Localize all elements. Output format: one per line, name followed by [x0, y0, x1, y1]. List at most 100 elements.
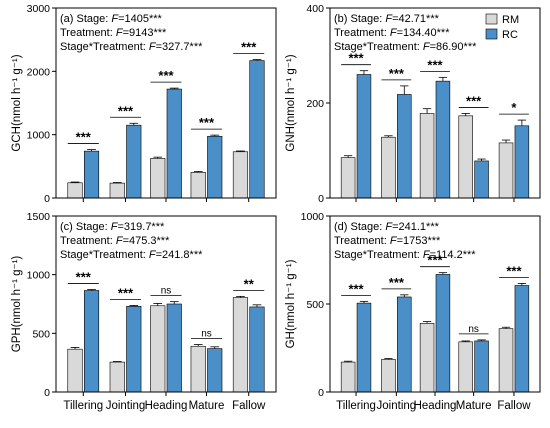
- bar-RC-fallow: [249, 306, 265, 393]
- y-axis-label: GNH(nmol h⁻¹ g⁻¹): [285, 54, 297, 151]
- y-tick-label: 0: [44, 387, 50, 399]
- sig-label-tillering: ***: [76, 130, 92, 145]
- sig-label-fallow: *: [511, 100, 517, 115]
- bar-RC-jointing: [126, 124, 142, 199]
- bar-RC-mature: [207, 135, 223, 199]
- legend-swatch-RM: [485, 13, 498, 25]
- bar-RC-tillering: [83, 290, 100, 393]
- y-axis-label: GPH(nmol h⁻¹ g⁻¹): [11, 256, 23, 353]
- y-tick-label: 1000: [301, 211, 325, 223]
- bar-RC-heading: [435, 80, 451, 199]
- bar-RC-jointing: [126, 306, 142, 393]
- sig-label-fallow: **: [244, 276, 255, 291]
- bar-RM-mature: [190, 172, 206, 199]
- bar-RC-jointing: [397, 94, 412, 199]
- stats-line-2: Treatment: F=475.3***: [60, 235, 170, 247]
- y-tick-label: 2000: [27, 66, 51, 78]
- x-tick-label-fallow: Fallow: [497, 400, 531, 412]
- sig-label-heading: ***: [427, 253, 443, 268]
- x-tick-label-heading: Heading: [414, 400, 457, 412]
- stats-line-3: Stage*Treatment: F=327.7***: [60, 41, 203, 53]
- bar-RC-fallow: [249, 60, 265, 199]
- sig-label-mature: ***: [466, 93, 482, 108]
- legend: RM RC: [485, 13, 519, 41]
- panel-d: *** *** *** ns *** 0 500 1000 Tillering JointingH…: [285, 211, 541, 412]
- x-tick-label-jointing: Jointing: [377, 400, 417, 412]
- stats-line-3: Stage*Treatment: F=86.90***: [334, 41, 477, 53]
- sig-label-tillering: ***: [348, 281, 364, 296]
- bar-RM-tillering: [67, 348, 83, 393]
- sig-label-fallow: ***: [506, 263, 522, 278]
- y-tick-label: 200: [306, 98, 324, 110]
- y-tick-label: 3000: [27, 3, 51, 15]
- sig-label-tillering: ***: [76, 270, 92, 285]
- stats-line-1: (a) Stage: F=1405***: [60, 13, 163, 25]
- bar-RM-tillering: [67, 182, 83, 199]
- y-tick-label: 1500: [27, 211, 51, 223]
- sig-label-mature: ***: [199, 115, 215, 130]
- legend-swatch-RC: [485, 28, 498, 40]
- bar-RM-mature: [458, 341, 473, 393]
- bar-RC-heading: [166, 303, 182, 393]
- y-axis-label: GH(nmol h⁻¹ g⁻¹): [285, 259, 297, 348]
- stats-line-2: Treatment: F=1753***: [334, 235, 441, 247]
- bar-RC-mature: [207, 348, 223, 393]
- bar-RM-heading: [419, 323, 435, 393]
- bar-RC-tillering: [356, 302, 372, 393]
- x-tick-label-fallow: Fallow: [232, 400, 266, 412]
- x-tick-label-jointing: Jointing: [106, 400, 146, 412]
- sig-label-jointing: ***: [118, 285, 134, 300]
- legend-label-RC: RC: [502, 29, 518, 41]
- sig-label-jointing: ***: [389, 66, 405, 81]
- bar-RM-fallow: [498, 142, 514, 199]
- bar-RC-tillering: [356, 74, 372, 199]
- bar-RM-fallow: [232, 297, 249, 393]
- bar-RC-jointing: [397, 296, 412, 393]
- y-axis-label: GCH(nmol h⁻¹ g⁻¹): [11, 54, 23, 151]
- bar-RC-fallow: [514, 125, 530, 199]
- stats-line-2: Treatment: F=9143***: [60, 27, 167, 39]
- legend-label-RM: RM: [502, 14, 519, 26]
- y-tick-label: 500: [32, 328, 50, 340]
- bar-RC-heading: [166, 88, 182, 199]
- bar-RM-heading: [150, 158, 166, 199]
- bar-RM-jointing: [109, 361, 125, 393]
- bar-RM-tillering: [340, 361, 356, 393]
- bar-RM-tillering: [340, 157, 356, 199]
- x-tick-label-heading: Heading: [145, 400, 188, 412]
- bar-RM-heading: [150, 305, 166, 393]
- y-tick-label: 500: [306, 299, 324, 311]
- bar-RC-mature: [474, 340, 489, 393]
- sig-label-fallow: ***: [241, 40, 257, 55]
- stats-line-1: (c) Stage: F=319.7***: [60, 221, 165, 233]
- bar-RM-mature: [190, 345, 206, 393]
- panel-c: *** *** ns ns ** 0 500 1000 1500 Tillering Jointin…: [11, 211, 277, 412]
- panel-a: *** *** *** *** *** 0 1000 2000 3000 GCH(nmol h⁻¹…: [11, 3, 277, 205]
- bar-RM-fallow: [232, 151, 249, 199]
- x-tick-label-mature: Mature: [456, 400, 492, 412]
- sig-label-jointing: ***: [118, 103, 134, 118]
- x-tick-label-tillering: Tillering: [63, 400, 103, 412]
- stats-line-3: Stage*Treatment: F=114.2***: [334, 249, 476, 261]
- bar-RC-fallow: [514, 285, 530, 393]
- stats-line-1: (b) Stage: F=42.71***: [334, 13, 440, 25]
- bar-RM-jointing: [381, 136, 396, 199]
- sig-label-mature: ns: [468, 324, 479, 335]
- stats-line-2: Treatment: F=134.40***: [334, 27, 450, 39]
- y-tick-label: 1000: [27, 130, 51, 142]
- bar-RM-mature: [458, 115, 473, 199]
- bar-RM-jointing: [109, 182, 125, 199]
- y-tick-label: 0: [44, 193, 50, 205]
- bar-RM-heading: [419, 113, 435, 199]
- bar-RC-tillering: [83, 150, 100, 199]
- bar-RM-fallow: [498, 328, 514, 393]
- bar-RC-heading: [435, 274, 451, 393]
- bar-RC-mature: [474, 160, 489, 199]
- sig-label-jointing: ***: [389, 275, 405, 290]
- sig-label-heading: ***: [427, 57, 443, 72]
- y-tick-label: 0: [318, 387, 324, 399]
- stats-line-1: (d) Stage: F=241.1***: [334, 221, 440, 233]
- y-tick-label: 0: [318, 193, 324, 205]
- x-tick-label-mature: Mature: [189, 400, 225, 412]
